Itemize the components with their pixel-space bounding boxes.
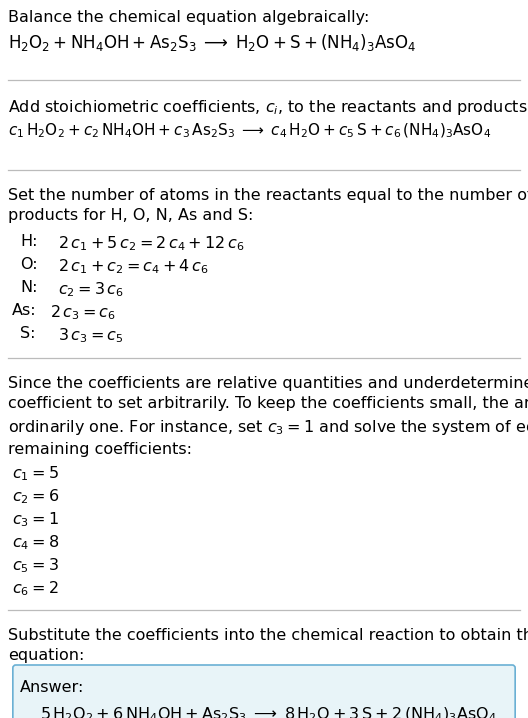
Text: $3\,c_3 = c_5$: $3\,c_3 = c_5$ [58,326,124,345]
Text: Since the coefficients are relative quantities and underdetermined, choose a
coe: Since the coefficients are relative quan… [8,376,528,457]
Text: $c_1 = 5$: $c_1 = 5$ [12,464,59,482]
Text: $c_1\,\mathrm{H_2O_2} + c_2\,\mathrm{NH_4OH} + c_3\,\mathrm{As_2S_3} \;\longrigh: $c_1\,\mathrm{H_2O_2} + c_2\,\mathrm{NH_… [8,122,491,141]
Text: $2\,c_1 + 5\,c_2 = 2\,c_4 + 12\,c_6$: $2\,c_1 + 5\,c_2 = 2\,c_4 + 12\,c_6$ [58,234,244,253]
Text: Set the number of atoms in the reactants equal to the number of atoms in the
pro: Set the number of atoms in the reactants… [8,188,528,223]
Text: $c_4 = 8$: $c_4 = 8$ [12,533,59,551]
FancyBboxPatch shape [13,665,515,718]
Text: $c_6 = 2$: $c_6 = 2$ [12,579,59,597]
Text: $2\,c_1 + c_2 = c_4 + 4\,c_6$: $2\,c_1 + c_2 = c_4 + 4\,c_6$ [58,257,209,276]
Text: $c_2 = 3\,c_6$: $c_2 = 3\,c_6$ [58,280,124,299]
Text: $\mathrm{5\,H_2O_2 + 6\,NH_4OH + As_2S_3 \;\longrightarrow\; 8\,H_2O + 3\,S + 2\: $\mathrm{5\,H_2O_2 + 6\,NH_4OH + As_2S_3… [40,706,497,718]
Text: Substitute the coefficients into the chemical reaction to obtain the balanced
eq: Substitute the coefficients into the che… [8,628,528,663]
Text: Add stoichiometric coefficients, $c_i$, to the reactants and products:: Add stoichiometric coefficients, $c_i$, … [8,98,528,117]
Text: S:: S: [20,326,35,341]
Text: $2\,c_3 = c_6$: $2\,c_3 = c_6$ [50,303,116,322]
Text: H:: H: [20,234,37,249]
Text: N:: N: [20,280,37,295]
Text: $c_5 = 3$: $c_5 = 3$ [12,556,59,574]
Text: $c_3 = 1$: $c_3 = 1$ [12,510,59,528]
Text: Balance the chemical equation algebraically:: Balance the chemical equation algebraica… [8,10,369,25]
Text: $\mathrm{H_2O_2 + NH_4OH + As_2S_3 \;\longrightarrow\; H_2O + S + (NH_4)_3AsO_4}: $\mathrm{H_2O_2 + NH_4OH + As_2S_3 \;\lo… [8,32,416,53]
Text: $c_2 = 6$: $c_2 = 6$ [12,487,59,505]
Text: As:: As: [12,303,36,318]
Text: Answer:: Answer: [20,680,84,695]
Text: O:: O: [20,257,37,272]
